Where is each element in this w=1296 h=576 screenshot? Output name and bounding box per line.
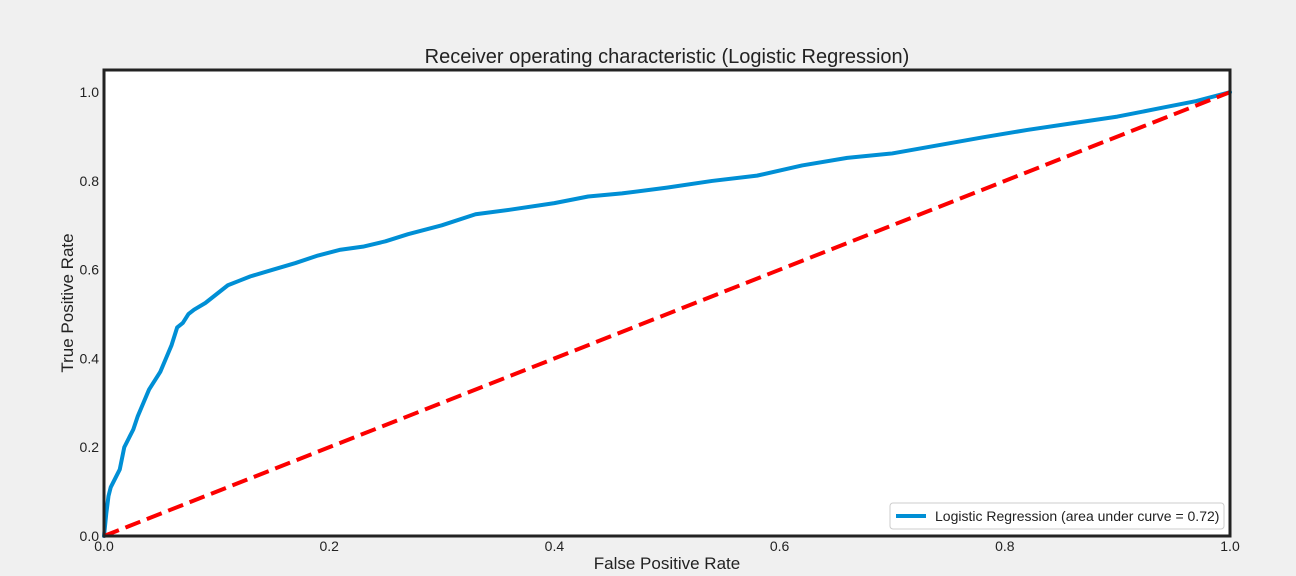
- series-line-baseline: [103, 90, 1231, 538]
- x-tick-label: 0.0: [94, 538, 114, 554]
- x-axis-ticks: 0.0 0.2 0.4 0.6 0.8 1.0: [94, 538, 1240, 554]
- x-tick-label: 1.0: [1220, 538, 1240, 554]
- x-tick-label: 0.6: [770, 538, 790, 554]
- y-axis-label: True Positive Rate: [58, 233, 77, 372]
- x-axis-label: False Positive Rate: [594, 554, 740, 573]
- series-line-roc: [102, 90, 1232, 538]
- legend-box: [889, 502, 1225, 530]
- chart-title: Receiver operating characteristic (Logis…: [425, 46, 910, 68]
- plot-area: [104, 70, 1230, 536]
- y-tick-label: 0.8: [80, 173, 100, 189]
- y-axis-ticks: 0.0 0.2 0.4 0.6 0.8 1.0: [80, 84, 100, 544]
- y-tick-label: 1.0: [80, 84, 100, 100]
- legend: Logistic Regression (area under curve = …: [889, 502, 1225, 530]
- y-tick-label: 0.2: [80, 439, 100, 455]
- y-tick-label: 0.0: [80, 528, 100, 544]
- curves-layer: [102, 90, 1232, 538]
- x-tick-label: 0.4: [545, 538, 565, 554]
- plot-frame: [102, 68, 1232, 538]
- y-tick-label: 0.6: [80, 262, 100, 278]
- legend-label: Logistic Regression (area under curve = …: [935, 508, 1219, 524]
- y-tick-label: 0.4: [80, 350, 100, 366]
- x-tick-label: 0.2: [319, 538, 339, 554]
- x-tick-label: 0.8: [995, 538, 1015, 554]
